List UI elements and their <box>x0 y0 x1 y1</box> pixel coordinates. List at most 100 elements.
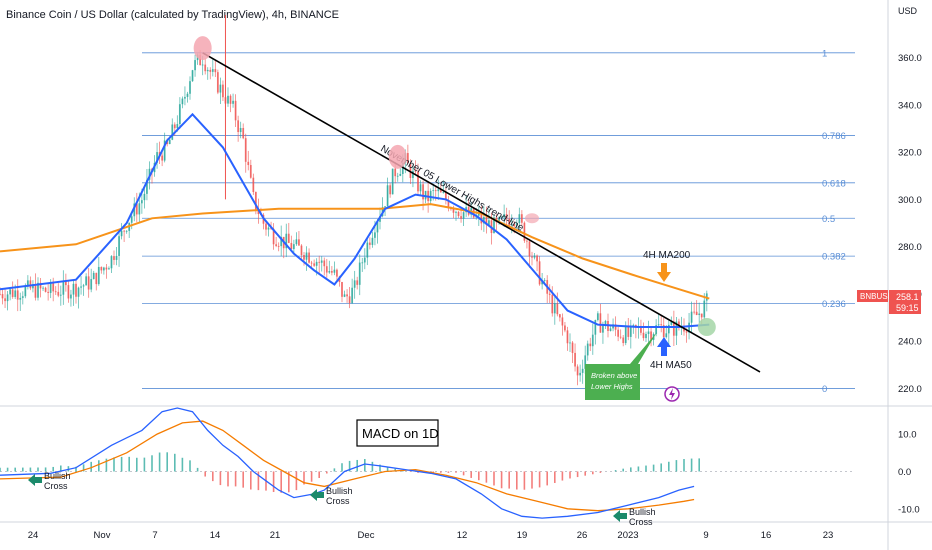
candle-body <box>384 206 386 208</box>
candle-body <box>538 261 541 285</box>
candle-body <box>163 140 166 161</box>
candle-body <box>85 276 88 286</box>
candle-body <box>75 283 77 297</box>
ma200-label: 4H MA200 <box>643 250 691 261</box>
candle-body <box>216 72 219 93</box>
candle-body <box>318 261 321 263</box>
lower-highs-trendline <box>202 52 761 373</box>
candle-body <box>277 245 280 247</box>
candle-body <box>201 64 204 66</box>
candle-body <box>693 311 696 313</box>
candle-body <box>305 252 308 260</box>
candle-body <box>298 239 300 246</box>
macd-histogram-bar <box>417 471 419 473</box>
candle-body <box>510 224 513 226</box>
candle-body <box>320 260 323 263</box>
candle-body <box>120 230 123 237</box>
candle-body <box>113 256 115 260</box>
macd-histogram-bar <box>500 471 503 489</box>
candle-body <box>34 284 37 298</box>
macd-histogram-bar <box>310 471 313 482</box>
candle-body <box>138 203 141 215</box>
candle-body <box>102 267 105 271</box>
candle-body <box>64 281 67 286</box>
candle-body <box>4 298 6 302</box>
candle-body <box>254 192 257 211</box>
arrow-left-icon <box>28 474 42 486</box>
candle-body <box>249 165 252 178</box>
candle-body <box>161 155 164 161</box>
candle-body <box>690 311 693 323</box>
candle-body <box>417 171 419 192</box>
candle-body <box>553 303 556 314</box>
candle-body <box>667 324 670 334</box>
candle-body <box>640 325 642 333</box>
candle-body <box>422 184 424 200</box>
candle-body <box>178 104 181 125</box>
candle-body <box>579 372 582 376</box>
macd-y-tick-label: 0.0 <box>898 467 911 478</box>
macd-histogram-bar <box>508 471 510 489</box>
candle-body <box>617 329 620 337</box>
macd-histogram-bar <box>698 458 700 472</box>
macd-histogram-bar <box>386 467 389 472</box>
candle-body <box>409 163 412 178</box>
macd-histogram-bar <box>280 471 282 493</box>
candle-body <box>333 269 336 273</box>
macd-histogram-bar <box>212 471 214 482</box>
candle-body <box>424 190 427 200</box>
candle-body <box>604 320 607 326</box>
candle-body <box>485 217 488 225</box>
candle-body <box>267 227 270 230</box>
candle-body <box>108 268 110 270</box>
candle-body <box>548 293 551 295</box>
macd-histogram-bar <box>348 460 351 472</box>
candle-body <box>358 262 361 285</box>
macd-histogram-bar <box>462 471 465 476</box>
candle-body <box>596 313 599 321</box>
candle-body <box>434 190 437 192</box>
macd-histogram-bar <box>584 471 586 476</box>
candle-body <box>556 303 559 315</box>
macd-histogram-bar <box>60 465 62 472</box>
candle-body <box>662 325 665 338</box>
candle-body <box>391 168 394 195</box>
candle-body <box>24 286 27 297</box>
bullish-cross-label-line1: Bullish <box>629 507 656 517</box>
candle-body <box>0 293 1 295</box>
candle-body <box>191 70 194 82</box>
candle-body <box>222 84 224 98</box>
macd-histogram-bar <box>288 471 290 493</box>
macd-histogram-bar <box>14 467 16 472</box>
candle-body <box>703 300 706 318</box>
candle-body <box>242 127 245 139</box>
candle-body <box>657 324 660 326</box>
macd-histogram-bar <box>151 455 153 472</box>
macd-histogram-bar <box>614 470 617 472</box>
candle-body <box>558 314 561 318</box>
candle-body <box>328 271 331 273</box>
macd-histogram-bar <box>295 471 298 491</box>
fib-level-label: 0.5 <box>822 214 835 225</box>
candle-body <box>186 93 189 97</box>
candle-body <box>371 237 374 245</box>
macd-histogram-bar <box>250 471 252 490</box>
candle-body <box>599 313 602 333</box>
candle-body <box>622 337 625 344</box>
macd-histogram-bar <box>113 457 115 472</box>
y-tick-label: 320.0 <box>898 148 922 159</box>
macd-histogram-bar <box>599 471 602 473</box>
macd-histogram-bar <box>675 460 678 472</box>
candle-body <box>614 324 617 330</box>
candle-body <box>399 173 402 176</box>
candle-body <box>437 189 440 192</box>
y-tick-label: 220.0 <box>898 384 922 395</box>
candle-body <box>672 321 675 336</box>
candle-body <box>29 280 32 289</box>
candle-body <box>292 244 295 250</box>
y-tick-label: 360.0 <box>898 53 922 64</box>
macd-histogram-bar <box>371 461 374 472</box>
candle-body <box>194 60 196 71</box>
